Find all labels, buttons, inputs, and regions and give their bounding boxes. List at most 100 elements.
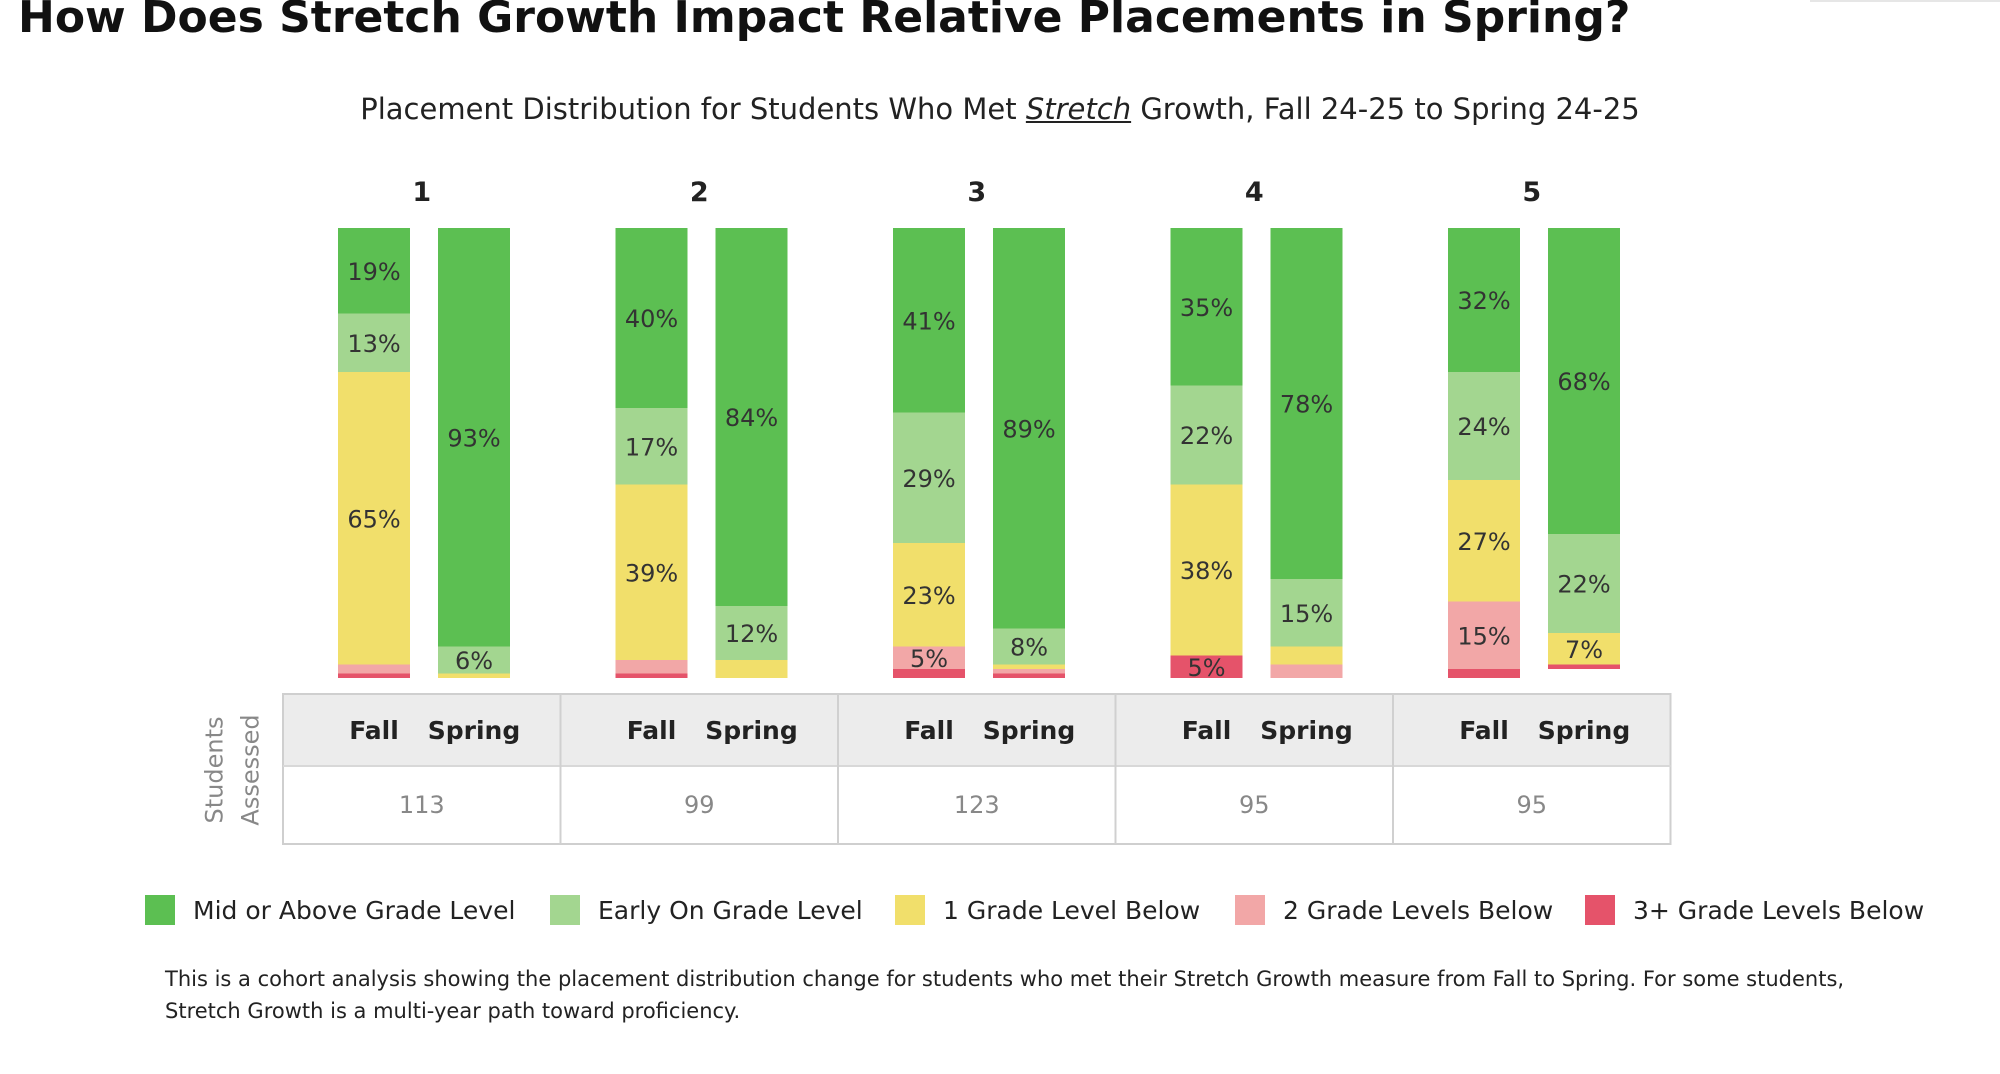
data-label: 23% [902,582,955,610]
data-label: 68% [1557,368,1610,396]
bar-segment [438,673,510,678]
page-title: How Does Stretch Growth Impact Relative … [18,0,1631,43]
bar-segment [1448,228,1520,372]
data-label: 38% [1180,557,1233,585]
legend-label: 1 Grade Level Below [943,895,1201,925]
legend-swatch [550,895,580,925]
labels-layer: 1 19% 13% 65% 93% 6% 2 40% 17% 39% 84% 12% 3 41% 29% 23… [347,177,1610,682]
data-label: 39% [625,559,678,587]
data-label: 32% [1457,287,1510,315]
bar-segment [893,669,965,678]
top-divider [1810,0,2000,2]
data-label: 17% [625,433,678,461]
footnote: This is a cohort analysis showing the pl… [165,967,1845,1023]
group-label: 5 [1522,177,1541,208]
legend-label: Early On Grade Level [598,895,863,925]
table-header-cell: Spring [705,716,798,745]
bar-segment [615,484,688,660]
bar-segment [1170,228,1243,386]
data-label: 22% [1180,422,1233,450]
data-label: 35% [1180,294,1233,322]
legend-swatch [895,895,925,925]
bar-segment [1270,228,1343,579]
chart-subtitle-text-end: Growth, Fall 24-25 to Spring 24-25 [1131,92,1640,126]
group-label: 4 [1245,177,1264,208]
bar-segment [438,646,510,674]
legend-label: 2 Grade Levels Below [1283,895,1554,925]
bar-segment [615,228,688,408]
students-assessed-count: 95 [1516,791,1547,819]
bar-segment [338,664,410,674]
chart-subtitle: Placement Distribution for Students Who … [0,92,2000,126]
bar-segment [1270,579,1343,647]
legend-item: 1 Grade Level Below [895,893,1200,927]
chart-subtitle-text: Placement Distribution for Students Who … [360,92,1026,126]
bar-segment [893,646,965,669]
bar-segment [438,228,510,647]
legend-swatch [1585,895,1615,925]
bar-segment [1448,669,1520,678]
students-assessed-count: 123 [954,791,1000,819]
students-assessed-title-line1: Students [199,716,228,824]
bar-segment [1170,484,1243,656]
data-label: 22% [1557,571,1610,599]
students-assessed-title-line2: Assessed [236,714,265,826]
data-label: 93% [447,424,500,452]
table-header-cell: Fall [349,716,399,745]
data-label: 19% [347,258,400,286]
bar-segment [1448,480,1520,602]
bar-segment [1170,385,1243,485]
students-assessed-count: 113 [399,791,445,819]
data-label: 27% [1457,528,1510,556]
bar-segment [338,228,410,314]
students-assessed-count: 95 [1239,791,1270,819]
data-label: 5% [910,645,948,673]
bar-segment [615,408,688,485]
legend-swatch [145,895,175,925]
data-label: 78% [1280,391,1333,419]
table-header-cell: Fall [904,716,954,745]
bar-segment [715,606,788,660]
data-label: 8% [1010,634,1048,662]
legend-label: Mid or Above Grade Level [193,895,516,925]
data-label: 5% [1187,654,1225,682]
bar-segment [1548,534,1620,633]
table-header-cell: Spring [983,716,1076,745]
data-label: 89% [1002,415,1055,443]
students-assessed-table: Fall Spring 113 Fall Spring 99 Fall Spring 123 Fa… [282,693,1672,845]
bar-segment [993,228,1065,629]
table-header-cell: Spring [428,716,521,745]
bar-segment [993,628,1065,665]
bars-layer [338,228,1620,678]
bar-segment [893,543,965,647]
bar-segment [1448,601,1520,669]
bar-segment [1270,646,1343,665]
group-label: 1 [412,177,431,208]
bar-segment [1270,664,1343,678]
bar-segment [993,673,1065,678]
bar-segment [338,372,410,665]
table-header-cell: Fall [1182,716,1232,745]
table-header-cell: Spring [1260,716,1353,745]
students-assessed-count: 99 [684,791,715,819]
chart-subtitle-emphasis: Stretch [1025,92,1132,126]
bar-segment [893,412,965,543]
bar-segment [715,228,788,606]
data-label: 15% [1457,622,1510,650]
group-label: 3 [967,177,986,208]
bar-segment [1448,372,1520,480]
data-label: 41% [902,307,955,335]
legend-item: Early On Grade Level [550,893,863,927]
table-header-cell: Fall [627,716,677,745]
data-label: 6% [455,647,493,675]
data-label: 65% [347,505,400,533]
data-label: 13% [347,330,400,358]
group-label: 2 [690,177,709,208]
bar-segment [1548,228,1620,534]
chart-legend: Mid or Above Grade Level Early On Grade L… [145,893,1965,927]
table-header-row [283,694,1671,766]
data-label: 24% [1457,413,1510,441]
bar-segment [715,660,788,678]
bar-segment [338,673,410,678]
